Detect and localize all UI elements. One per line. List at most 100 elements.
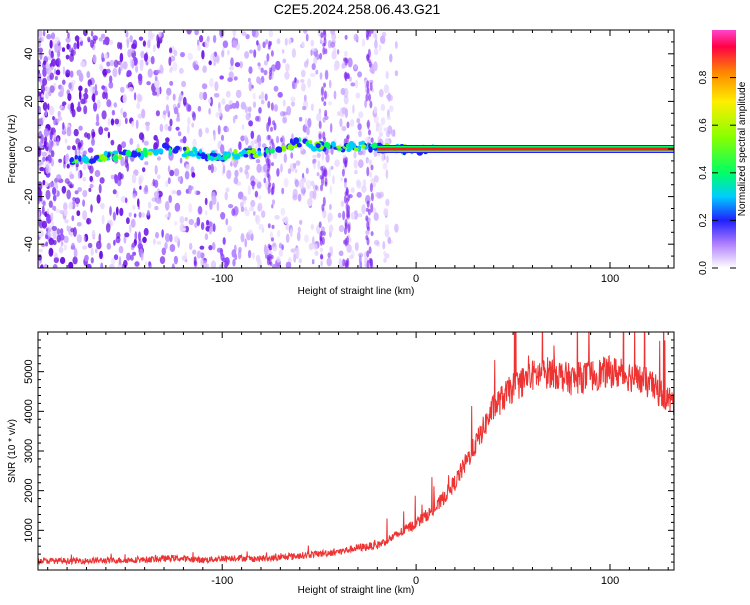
spectral-streak [320,166,324,171]
spectral-speckle [141,108,146,119]
spectral-speckle [300,69,306,78]
spectral-speckle [145,124,150,132]
snr-x-axis-label: Height of straight line (km) [298,585,415,596]
spectral-speckle [291,133,294,140]
spectral-speckle [361,204,366,215]
spectral-speckle [276,168,280,177]
signal-blob [308,140,313,145]
spectral-speckle [184,251,188,260]
spectral-speckle [156,198,162,205]
colorbar-gradient [712,30,736,268]
spectral-speckle [104,127,109,132]
signal-blob [358,141,362,146]
spectral-streak [342,258,346,267]
spectral-speckle [329,203,332,211]
spectral-speckle [327,252,331,259]
spectral-streak [267,117,271,127]
spectral-speckle [221,257,227,263]
spectral-streak [320,86,324,96]
spectral-speckle [303,177,307,184]
spectral-speckle [199,91,204,100]
signal-blob [83,157,89,163]
spectral-speckle [84,87,88,94]
spectral-speckle [61,101,67,106]
spectral-speckle [70,49,76,56]
spectral-speckle [112,67,118,78]
spectral-streak [370,30,374,34]
spectral-speckle [385,169,389,179]
spectral-speckle [129,138,134,145]
spectral-speckle [51,225,58,232]
spectral-speckle [254,190,259,198]
spectral-speckle [260,67,264,73]
spectral-streak [365,215,369,222]
spectral-speckle [110,139,115,146]
spectral-speckle [297,226,301,233]
spectral-speckle [43,60,47,66]
spectral-speckle [82,235,86,243]
spectral-speckle [148,261,152,267]
spectral-speckle [157,174,161,180]
spectral-speckle [42,179,46,186]
spectral-streak [269,70,273,76]
spectral-speckle [257,141,262,148]
spectral-streak [322,231,326,236]
carrier-track-core [377,147,674,151]
spectral-speckle [50,32,56,40]
spectral-speckle [293,162,297,169]
spectral-speckle [299,219,303,225]
spectral-speckle [226,90,231,98]
spectral-speckle [278,242,283,249]
spectral-speckle [255,254,261,263]
spectral-speckle [240,233,245,243]
spectral-speckle [68,82,72,90]
spectral-speckle [49,248,54,255]
spectral-speckle [169,68,172,74]
spectral-speckle [38,130,43,140]
spectral-speckle [381,31,387,38]
spectral-streak [271,224,275,229]
spectral-speckle [100,262,104,268]
spectral-speckle [265,181,269,186]
spectral-speckle [153,44,156,53]
spectral-speckle [87,147,94,153]
spectrogram-ticks: -100 0 100 -40 -20 0 20 40 [23,29,674,285]
spectral-speckle [189,242,193,250]
spectral-speckle [147,201,152,209]
spectral-speckle [227,77,233,82]
spectral-speckle [42,30,46,37]
spectral-streak [366,237,370,246]
spectral-speckle [381,37,386,45]
spectral-streak [370,258,373,268]
spectral-speckle [109,206,112,216]
spectral-speckle [92,86,95,92]
spectral-speckle [249,49,253,54]
spectral-speckle [138,36,144,41]
spectral-speckle [262,41,266,49]
spectral-streak [323,30,327,40]
spectral-speckle [230,57,234,67]
spectral-speckle [50,150,55,158]
spectral-speckle [316,113,322,122]
spectral-speckle [122,111,127,118]
spectral-speckle [87,242,93,249]
spectral-speckle [316,152,321,159]
spectral-speckle [321,151,324,161]
spectral-speckle [217,107,222,117]
spectral-speckle [248,120,254,127]
spectral-speckle [194,30,199,36]
spectral-speckle [179,67,184,74]
spectral-speckle [193,256,197,266]
spectral-speckle [296,79,300,84]
spectral-speckle [91,94,95,101]
spectral-streak [366,34,369,41]
spectral-streak [365,93,369,102]
spectral-speckle [106,68,111,74]
spectral-speckle [187,116,191,126]
spectral-speckle [387,109,390,119]
spectral-speckle [123,259,128,268]
spectral-speckle [320,260,323,267]
y-tick-label: 3000 [23,439,35,463]
spectral-speckle [288,38,292,45]
spectral-speckle [115,206,119,216]
